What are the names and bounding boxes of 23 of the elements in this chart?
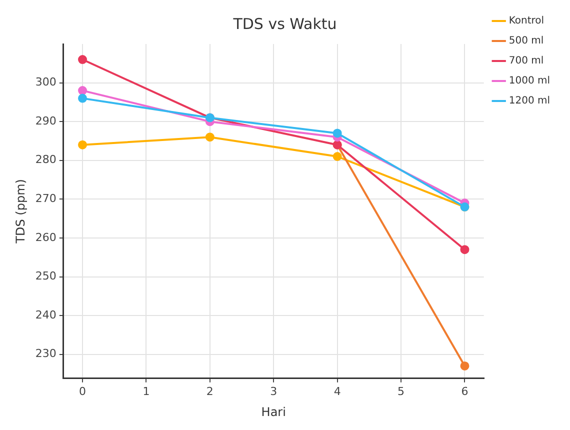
- x-tick-label: 1: [142, 384, 150, 398]
- legend-label: Kontrol: [508, 16, 544, 27]
- y-tick-label: 240: [35, 308, 56, 322]
- y-tick-label: 250: [35, 270, 56, 283]
- x-tick-label: 6: [461, 384, 468, 398]
- legend-label: 500 ml: [508, 36, 544, 47]
- x-axis-title: Hari: [261, 404, 286, 419]
- y-tick-label: 280: [35, 153, 56, 166]
- y-tick-label: 290: [35, 114, 56, 128]
- legend-label: 1200 ml: [508, 96, 550, 107]
- chart-title: TDS vs Waktu: [232, 14, 337, 33]
- y-tick-label: 260: [35, 230, 56, 244]
- x-tick-label: 5: [398, 384, 405, 398]
- y-axis-title: TDS (ppm): [13, 179, 28, 244]
- legend-label: 700 ml: [508, 56, 544, 67]
- y-tick-label: 270: [35, 192, 56, 206]
- x-tick-label: 0: [79, 384, 86, 398]
- legend-label: 1000 ml: [508, 76, 550, 87]
- x-tick-label: 2: [206, 384, 214, 398]
- y-tick-label: 300: [35, 76, 56, 89]
- x-tick-label: 4: [334, 384, 341, 398]
- y-tick-label: 230: [35, 347, 56, 360]
- x-tick-label: 3: [270, 384, 278, 398]
